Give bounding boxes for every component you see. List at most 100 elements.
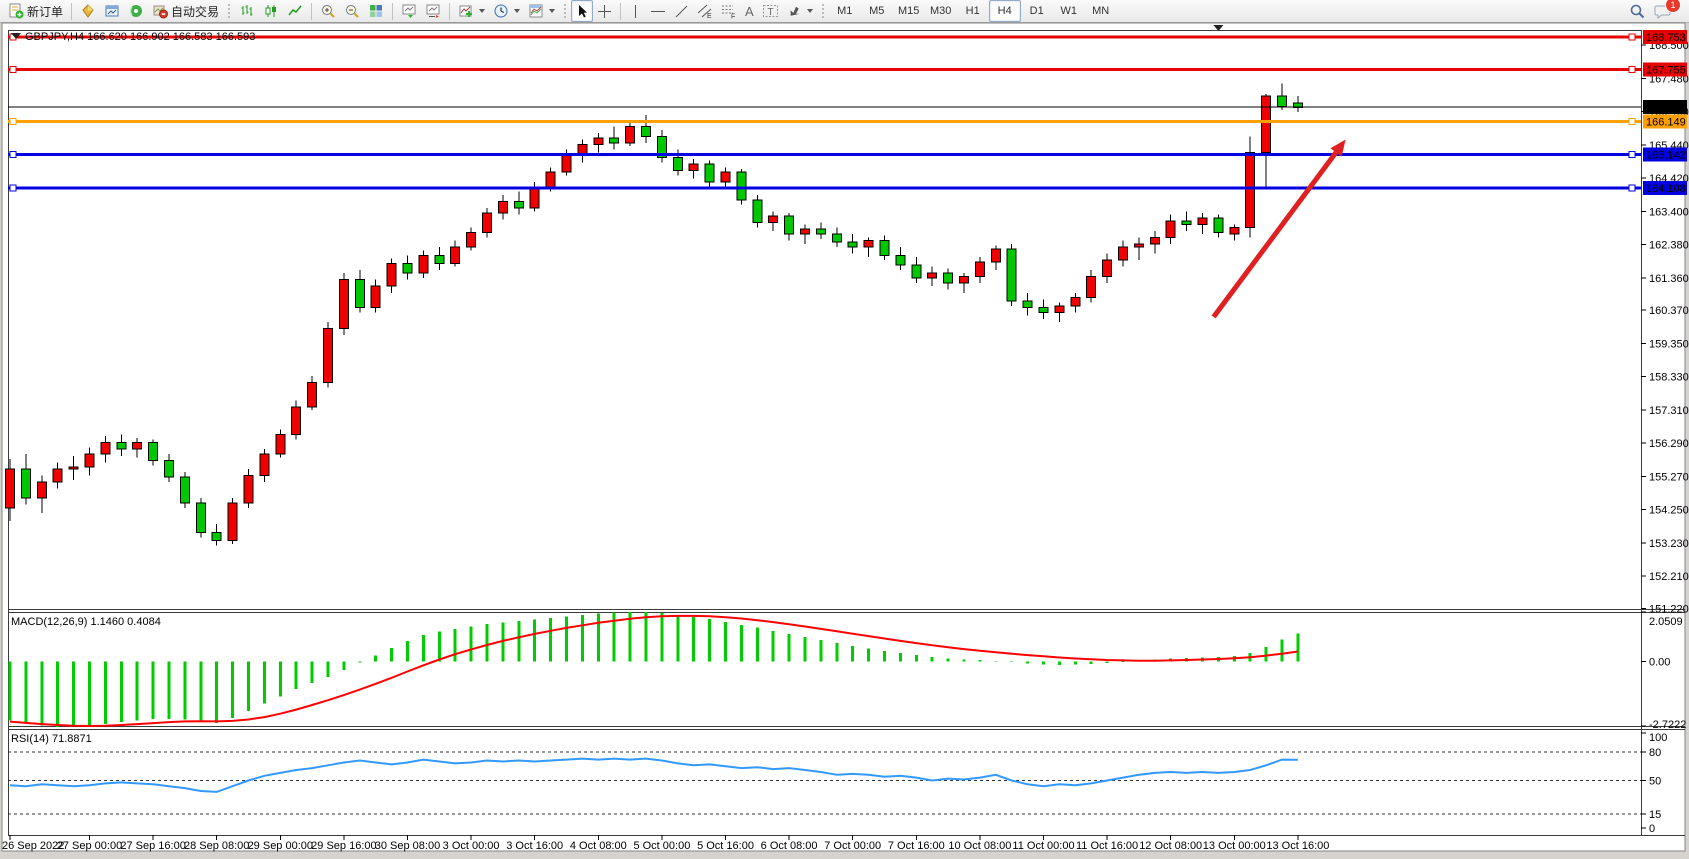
timeframe-D1[interactable]: D1 [1029,5,1044,17]
candle-down [911,264,922,279]
line-handle[interactable] [9,184,17,192]
price-badge-label: 167.755 [1646,64,1686,76]
time-tick-label: 7 Oct 00:00 [824,840,881,852]
candle-up [800,228,810,235]
current-price-badge-label: 166.593 [1646,102,1686,114]
candle-down [1181,220,1192,225]
price-tick-label: 155.270 [1649,471,1689,483]
equidistant-channel-button[interactable]: E [693,0,717,22]
timeframe-W1[interactable]: W1 [1060,5,1077,17]
signals-icon [129,5,143,17]
time-tick-label: 30 Sep 08:00 [375,840,440,852]
rsi-tick-label: 50 [1649,776,1661,788]
chart-dropdown-icon[interactable] [11,33,21,39]
chart-shift-button[interactable] [421,0,445,22]
candle-up [497,200,508,214]
candle-up [561,153,572,173]
timeframe-M30[interactable]: M30 [930,5,952,17]
candle-down [434,254,445,264]
line-handle[interactable] [9,65,17,73]
vertical-line-button[interactable] [625,0,646,22]
macd-tick-label: 2.0509 [1649,616,1683,628]
periods-icon [494,4,508,18]
cursor-button[interactable] [571,0,594,22]
auto-scroll-icon [402,4,416,18]
timeframe-M15[interactable]: M15 [898,5,920,17]
line-handle[interactable] [1628,150,1636,158]
crosshair-button[interactable] [593,0,616,22]
timeframe-MN[interactable]: MN [1092,5,1110,17]
current-price-badge [1643,100,1687,115]
fibonacci-button[interactable]: F [717,0,741,22]
line-handle[interactable] [1628,118,1636,126]
indicators-button[interactable] [454,0,489,22]
timeframe-M5[interactable]: M5 [869,5,885,17]
timeframe-H1[interactable]: H1 [965,5,980,17]
line-chart-button[interactable] [283,0,307,22]
macd-tick-label: 0.00 [1649,656,1670,668]
candle-up [259,453,270,476]
text-button[interactable]: A [741,0,758,22]
separator [392,2,394,20]
line-handle[interactable] [9,150,17,158]
candle-up [1229,227,1240,235]
signals-button[interactable] [124,0,148,22]
text-icon: A [745,3,754,19]
bar-chart-button[interactable] [235,0,259,22]
hline-167.755[interactable]: 167.755 [8,62,1687,77]
trend-arrow[interactable] [1211,139,1346,319]
candle-up [1102,259,1113,277]
macd-signal-line [9,614,1299,728]
auto-scroll-button[interactable] [397,0,421,22]
candle-up [593,137,604,145]
price-tick-label: 157.310 [1649,405,1689,417]
indicators-icon [459,5,473,17]
chat-badge: 1 [1665,0,1681,13]
line-handle[interactable] [1628,65,1636,73]
toolbar-grip [820,3,825,19]
periods-button[interactable] [489,0,524,22]
zoom-in-button[interactable] [316,0,340,22]
price-badge [1643,62,1687,77]
hline-165.142[interactable]: 165.142 [8,147,1687,162]
arrows-button[interactable] [783,0,817,22]
autotrading-button[interactable]: 自动交易 [148,0,223,22]
text-label-button[interactable]: T [758,0,783,22]
current-price: 166.593 [8,100,1687,115]
chart-header: GBPJPY,H4 166.620 166.902 166.583 166.59… [11,31,255,43]
timeframe-M1[interactable]: M1 [837,5,853,17]
charts-icon [105,5,119,17]
horizontal-line-button[interactable] [646,0,670,22]
toolbar-grip [563,3,568,19]
candle-up [275,434,286,455]
hline-166.149[interactable]: 166.149 [8,114,1687,129]
trendline-button[interactable] [670,0,693,22]
hline-168.753[interactable]: 168.753 [8,29,1687,44]
line-handle[interactable] [9,118,17,126]
hline-164.108[interactable]: 164.108 [8,181,1687,196]
charts-button[interactable] [100,0,124,22]
zoom-out-button[interactable] [340,0,364,22]
profiles-button[interactable] [76,0,100,22]
candlesticks [5,83,1303,546]
templates-button[interactable] [524,0,559,22]
rsi-tick-label: 100 [1649,732,1667,744]
new-order-button[interactable]: 新订单 [4,0,67,22]
candle-up [1149,236,1160,245]
tile-windows-button[interactable] [364,0,388,22]
candlestick-chart-button[interactable] [259,0,283,22]
line-handle[interactable] [1628,184,1636,192]
price-badge [1643,114,1687,129]
candle-down [895,254,906,266]
trend-arrow-shaft[interactable] [1211,150,1339,319]
trend-arrow-head[interactable] [1330,139,1346,157]
chat-button[interactable]: 1 [1650,0,1681,22]
search-button[interactable] [1625,0,1650,22]
candle-up [768,215,779,224]
timeframe-H4[interactable]: H4 [988,0,1021,22]
candle-up [36,481,47,499]
candle-up [1197,217,1208,225]
line-handle[interactable] [1628,33,1636,41]
time-tick-label: 26 Sep 2022 [2,840,64,852]
